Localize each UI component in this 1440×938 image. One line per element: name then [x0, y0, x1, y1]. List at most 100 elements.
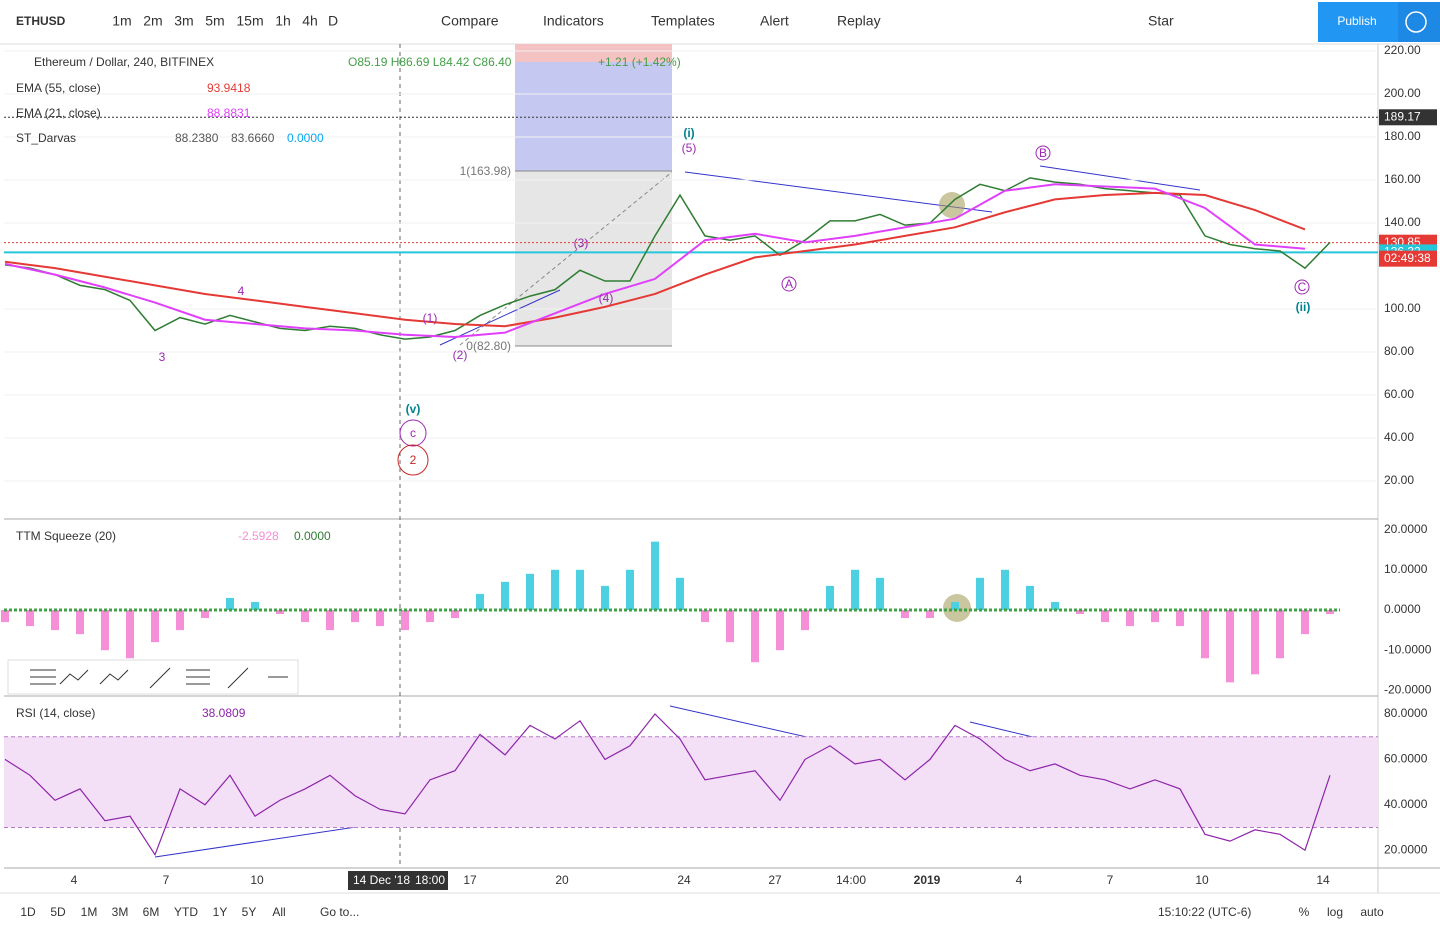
indicator-name[interactable]: EMA (21, close): [16, 106, 101, 120]
annotation-circle: [1035, 145, 1051, 161]
squeeze-name[interactable]: TTM Squeeze (20): [16, 529, 116, 543]
range-button[interactable]: 1D: [20, 905, 36, 919]
legend-title: Ethereum / Dollar, 240, BITFINEX: [34, 55, 214, 69]
squeeze-value: -2.5928: [238, 529, 279, 543]
squeeze-bar: [276, 610, 284, 615]
publish-bg[interactable]: [1318, 2, 1398, 42]
range-button[interactable]: 3M: [112, 905, 129, 919]
interval[interactable]: 5m: [205, 13, 224, 29]
interval[interactable]: 4h: [302, 13, 318, 29]
highlight: [939, 192, 965, 218]
squeeze-bar: [76, 610, 84, 635]
range-button[interactable]: 5Y: [242, 905, 257, 919]
play-bg[interactable]: [1398, 2, 1440, 42]
squeeze-bar: [501, 581, 509, 610]
squeeze-bar: [801, 610, 809, 631]
star[interactable]: Star: [1148, 13, 1174, 29]
squeeze-bar: [1101, 610, 1109, 623]
toolbar-button[interactable]: Indicators: [543, 13, 604, 29]
legend-ohlc: O85.19 H86.69 L84.42 C86.40: [348, 55, 512, 69]
drawing-tools[interactable]: [30, 667, 288, 689]
squeeze-bar: [976, 577, 984, 610]
price-tick: 180.00: [1384, 129, 1421, 143]
squeeze-bar: [626, 569, 634, 610]
squeeze-bar: [1326, 610, 1334, 615]
squeeze-bar: [576, 569, 584, 610]
range-button[interactable]: 1Y: [213, 905, 228, 919]
interval[interactable]: 1m: [112, 13, 131, 29]
level-diagonal: [459, 171, 673, 346]
squeeze-bar: [1076, 610, 1084, 615]
rsi-value: 38.0809: [202, 706, 246, 720]
annotation: 2: [410, 453, 417, 467]
annotation: (v): [406, 402, 421, 416]
squeeze-bar: [1, 610, 9, 623]
squeeze-bar: [126, 610, 134, 659]
price-tick: 220.00: [1384, 43, 1421, 57]
time-label: 10: [250, 873, 264, 887]
scale-option[interactable]: log: [1327, 905, 1343, 919]
indicator-value: 88.2380: [175, 131, 219, 145]
squeeze-bar: [326, 610, 334, 631]
squeeze-tick: -20.0000: [1384, 683, 1432, 697]
squeeze-bar: [26, 610, 34, 627]
squeeze-bar: [701, 610, 709, 623]
symbol[interactable]: ETHUSD: [16, 14, 66, 28]
price-mark: 189.17: [1384, 109, 1421, 123]
range-button[interactable]: 1M: [81, 905, 98, 919]
price-tick: 20.00: [1384, 473, 1414, 487]
time-label: 7: [1107, 873, 1114, 887]
toolbar-button[interactable]: Compare: [441, 13, 499, 29]
squeeze-bar: [101, 610, 109, 651]
interval[interactable]: 1h: [275, 13, 291, 29]
indicator-name[interactable]: EMA (55, close): [16, 81, 101, 95]
toolbar-button[interactable]: Templates: [651, 13, 715, 29]
squeeze-value: 0.0000: [294, 529, 331, 543]
annotation-circle: [781, 276, 797, 292]
squeeze-bar: [826, 585, 834, 610]
squeeze-bar: [526, 573, 534, 610]
range-button[interactable]: All: [272, 905, 285, 919]
toolbar-button[interactable]: Replay: [837, 13, 881, 29]
toolbar-button[interactable]: Alert: [760, 13, 789, 29]
interval[interactable]: D: [328, 13, 338, 29]
cursor-time: 18:00: [415, 873, 445, 887]
drawing-toolbar-bg: [7, 659, 299, 695]
scale-option[interactable]: %: [1299, 905, 1310, 919]
indicator-value: 88.8831: [207, 106, 251, 120]
time-label: 4: [1016, 873, 1023, 887]
scale-option[interactable]: auto: [1360, 905, 1384, 919]
annotation: c: [410, 426, 416, 440]
interval[interactable]: 2m: [143, 13, 162, 29]
time-label: 27: [768, 873, 782, 887]
price-line: [4, 177, 1331, 340]
indicator-value: 0.0000: [287, 131, 324, 145]
publish[interactable]: Publish: [1337, 14, 1376, 28]
interval[interactable]: 15m: [236, 13, 263, 29]
squeeze-bar: [176, 610, 184, 631]
indicator-value: 83.6660: [231, 131, 275, 145]
range-button[interactable]: 5D: [50, 905, 66, 919]
squeeze-bar: [926, 610, 934, 619]
countdown: 02:49:38: [1384, 251, 1431, 265]
indicator-name[interactable]: ST_Darvas: [16, 131, 76, 145]
range-button[interactable]: YTD: [174, 905, 198, 919]
play-icon[interactable]: [1405, 11, 1427, 33]
range-button[interactable]: 6M: [143, 905, 160, 919]
rsi-name[interactable]: RSI (14, close): [16, 706, 95, 720]
annotation: (2): [453, 348, 468, 362]
goto[interactable]: Go to...: [320, 905, 359, 919]
squeeze-bar: [851, 569, 859, 610]
squeeze-bar: [51, 610, 59, 631]
rsi-line: [4, 713, 1331, 857]
rsi-tick: 60.0000: [1384, 752, 1428, 766]
price-tick: 100.00: [1384, 301, 1421, 315]
squeeze-bar: [901, 610, 909, 619]
squeeze-bar: [451, 610, 459, 619]
annotation: A: [785, 277, 793, 291]
squeeze-bar: [1226, 610, 1234, 683]
interval[interactable]: 3m: [174, 13, 193, 29]
time-label: 20: [555, 873, 569, 887]
squeeze-bar: [1301, 610, 1309, 635]
position-range: [515, 171, 672, 346]
